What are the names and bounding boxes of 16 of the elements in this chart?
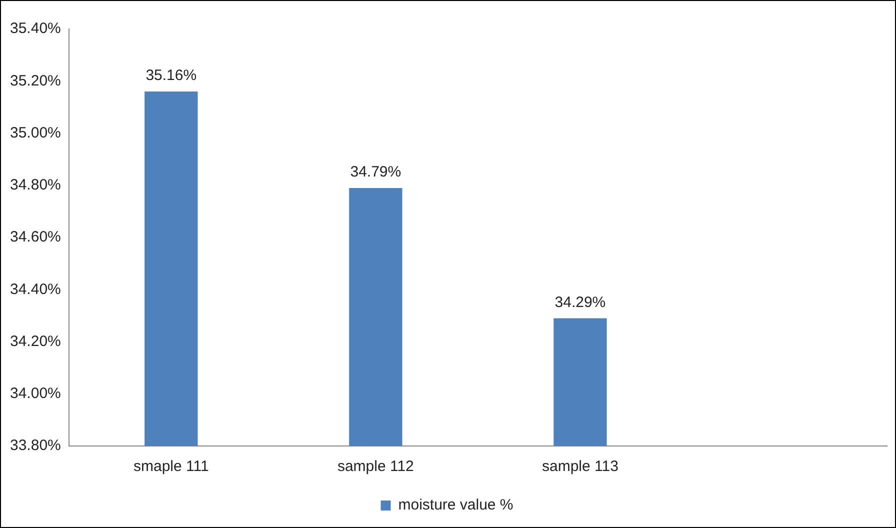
- x-tick-label: sample 112: [337, 458, 414, 476]
- x-tick-label: sample 113: [542, 458, 618, 476]
- x-tick-label: smaple 111: [133, 458, 209, 476]
- y-tick-label: 35.40%: [10, 20, 61, 38]
- y-tick-label: 34.40%: [10, 280, 61, 298]
- data-label: 35.16%: [146, 67, 197, 84]
- y-tick-label: 33.80%: [10, 437, 61, 454]
- data-label: 34.79%: [350, 164, 402, 181]
- data-label: 34.29%: [554, 294, 606, 311]
- y-tick-label: 34.80%: [10, 176, 61, 194]
- y-tick-label: 34.60%: [10, 228, 61, 246]
- y-tick-label: 35.20%: [10, 72, 61, 90]
- y-tick-label: 34.00%: [10, 385, 61, 402]
- y-tick-label: 35.00%: [10, 124, 61, 142]
- legend-label: moisture value %: [398, 496, 514, 514]
- y-tick-label: 34.20%: [10, 332, 61, 350]
